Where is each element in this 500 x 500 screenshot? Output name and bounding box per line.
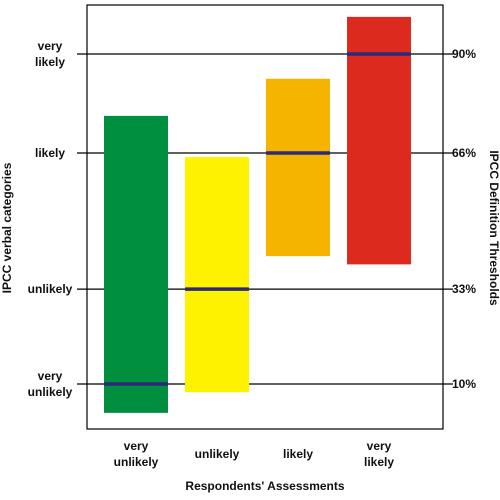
category-label-3-1: likely bbox=[364, 455, 394, 469]
left-tick-label-2-0: unlikely bbox=[28, 282, 73, 296]
category-label-2-0: likely bbox=[283, 447, 313, 461]
category-label-0-0: very bbox=[124, 439, 149, 453]
y-axis-label-left: IPCC verbal categories bbox=[0, 162, 14, 293]
right-tick-label-3: 10% bbox=[452, 377, 476, 391]
right-tick-label-2: 33% bbox=[452, 282, 476, 296]
left-tick-label-1-0: likely bbox=[35, 146, 65, 160]
bar-0 bbox=[104, 115, 168, 413]
bar-1 bbox=[185, 157, 249, 393]
category-label-0-1: unlikely bbox=[114, 455, 159, 469]
plot-frame bbox=[86, 4, 444, 430]
category-label-3-0: very bbox=[367, 439, 392, 453]
bar-3 bbox=[347, 16, 411, 265]
right-tick-labels: 90% 66% 33% 10% bbox=[452, 47, 476, 391]
bars-group bbox=[104, 16, 411, 413]
left-tick-label-3-1: unlikely bbox=[28, 385, 73, 399]
bar-2 bbox=[266, 78, 330, 257]
x-axis-label: Respondents' Assessments bbox=[185, 479, 344, 493]
y-axis-label-right: IPCC Definition Thresholds bbox=[487, 150, 500, 306]
left-tick-labels: very likely likely unlikely very unlikely bbox=[28, 39, 73, 399]
right-tick-label-1: 66% bbox=[452, 146, 476, 160]
left-tick-label-3-0: very bbox=[38, 369, 63, 383]
category-labels: very unlikely unlikely likely very likely bbox=[114, 439, 395, 469]
category-label-1-0: unlikely bbox=[195, 447, 240, 461]
right-tick-label-0: 90% bbox=[452, 47, 476, 61]
left-tick-label-0-1: likely bbox=[35, 55, 65, 69]
left-tick-label-0-0: very bbox=[38, 39, 63, 53]
markers-group bbox=[104, 52, 411, 386]
